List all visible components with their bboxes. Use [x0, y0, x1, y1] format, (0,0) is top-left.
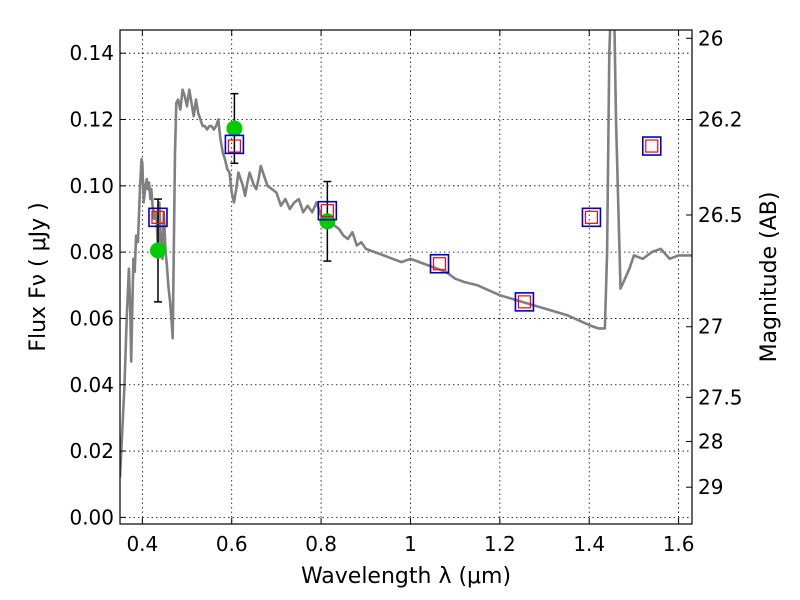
- observed-point: [226, 120, 243, 137]
- y-tick-label: 0.08: [69, 240, 114, 264]
- grid-lines: [120, 30, 692, 524]
- x-axis-label-text: Wavelength λ (μm): [301, 564, 511, 589]
- model-point-blue: [148, 207, 168, 228]
- model-point-red: [227, 139, 241, 153]
- model-point-blue: [429, 253, 450, 274]
- x-tick-label: 0.8: [305, 532, 337, 556]
- model-point-red: [320, 204, 334, 218]
- model-point-red: [645, 139, 659, 153]
- x-tick-label: 0.4: [126, 532, 158, 556]
- right-tick-label: 27: [698, 315, 723, 339]
- series-layer: [120, 30, 692, 478]
- observed-point: [319, 213, 336, 230]
- model-point-blue: [317, 200, 338, 221]
- model-point-blue: [514, 292, 535, 312]
- right-tick-label: 27.5: [698, 385, 743, 409]
- y-tick-label: 0.12: [69, 108, 114, 132]
- model-point-blue: [581, 207, 602, 228]
- y-axis-label: Flux Fν ( μJy ): [26, 202, 51, 351]
- model-point-blue: [224, 134, 245, 155]
- model-point-red: [432, 257, 447, 271]
- model-point-red: [584, 210, 599, 224]
- right-tick-label: 26.2: [698, 108, 743, 132]
- right-tick-label: 28: [698, 429, 723, 453]
- model-point-blue: [641, 136, 662, 156]
- model-point-red: [151, 210, 165, 224]
- y-tick-label: 0.02: [69, 439, 114, 463]
- x-tick-label: 0.6: [216, 532, 248, 556]
- x-tick-label: 1: [404, 532, 417, 556]
- x-axis-label: Wavelength λ (μm): [301, 564, 511, 589]
- axis-ticks: 0.4 0.6 0.8 1 1.2 1.4 1.6 0.00 0.02 0.04 0.06 0.08 0…: [69, 26, 742, 556]
- y-tick-label: 0.00: [69, 505, 114, 529]
- y-axis-label-text: Flux Fν ( μJy ): [26, 202, 51, 351]
- model-point-red: [517, 295, 532, 309]
- right-axis-label: Magnitude (AB): [757, 192, 782, 363]
- right-tick-label: 26.5: [698, 203, 743, 227]
- y-tick-label: 0.10: [69, 174, 114, 198]
- right-tick-label: 29: [698, 475, 723, 499]
- plot-frame: [119, 29, 693, 525]
- plot-background: [120, 30, 692, 524]
- right-tick-label: 26: [698, 26, 723, 50]
- y-tick-label: 0.04: [69, 373, 114, 397]
- right-axis-label-text: Magnitude (AB): [757, 192, 782, 363]
- sed-model-line: [120, 30, 692, 478]
- observed-point: [149, 242, 166, 259]
- y-tick-label: 0.14: [69, 41, 114, 65]
- x-tick-label: 1.6: [663, 532, 695, 556]
- x-tick-label: 1.4: [573, 532, 605, 556]
- y-tick-label: 0.06: [69, 306, 114, 330]
- x-tick-label: 1.2: [484, 532, 516, 556]
